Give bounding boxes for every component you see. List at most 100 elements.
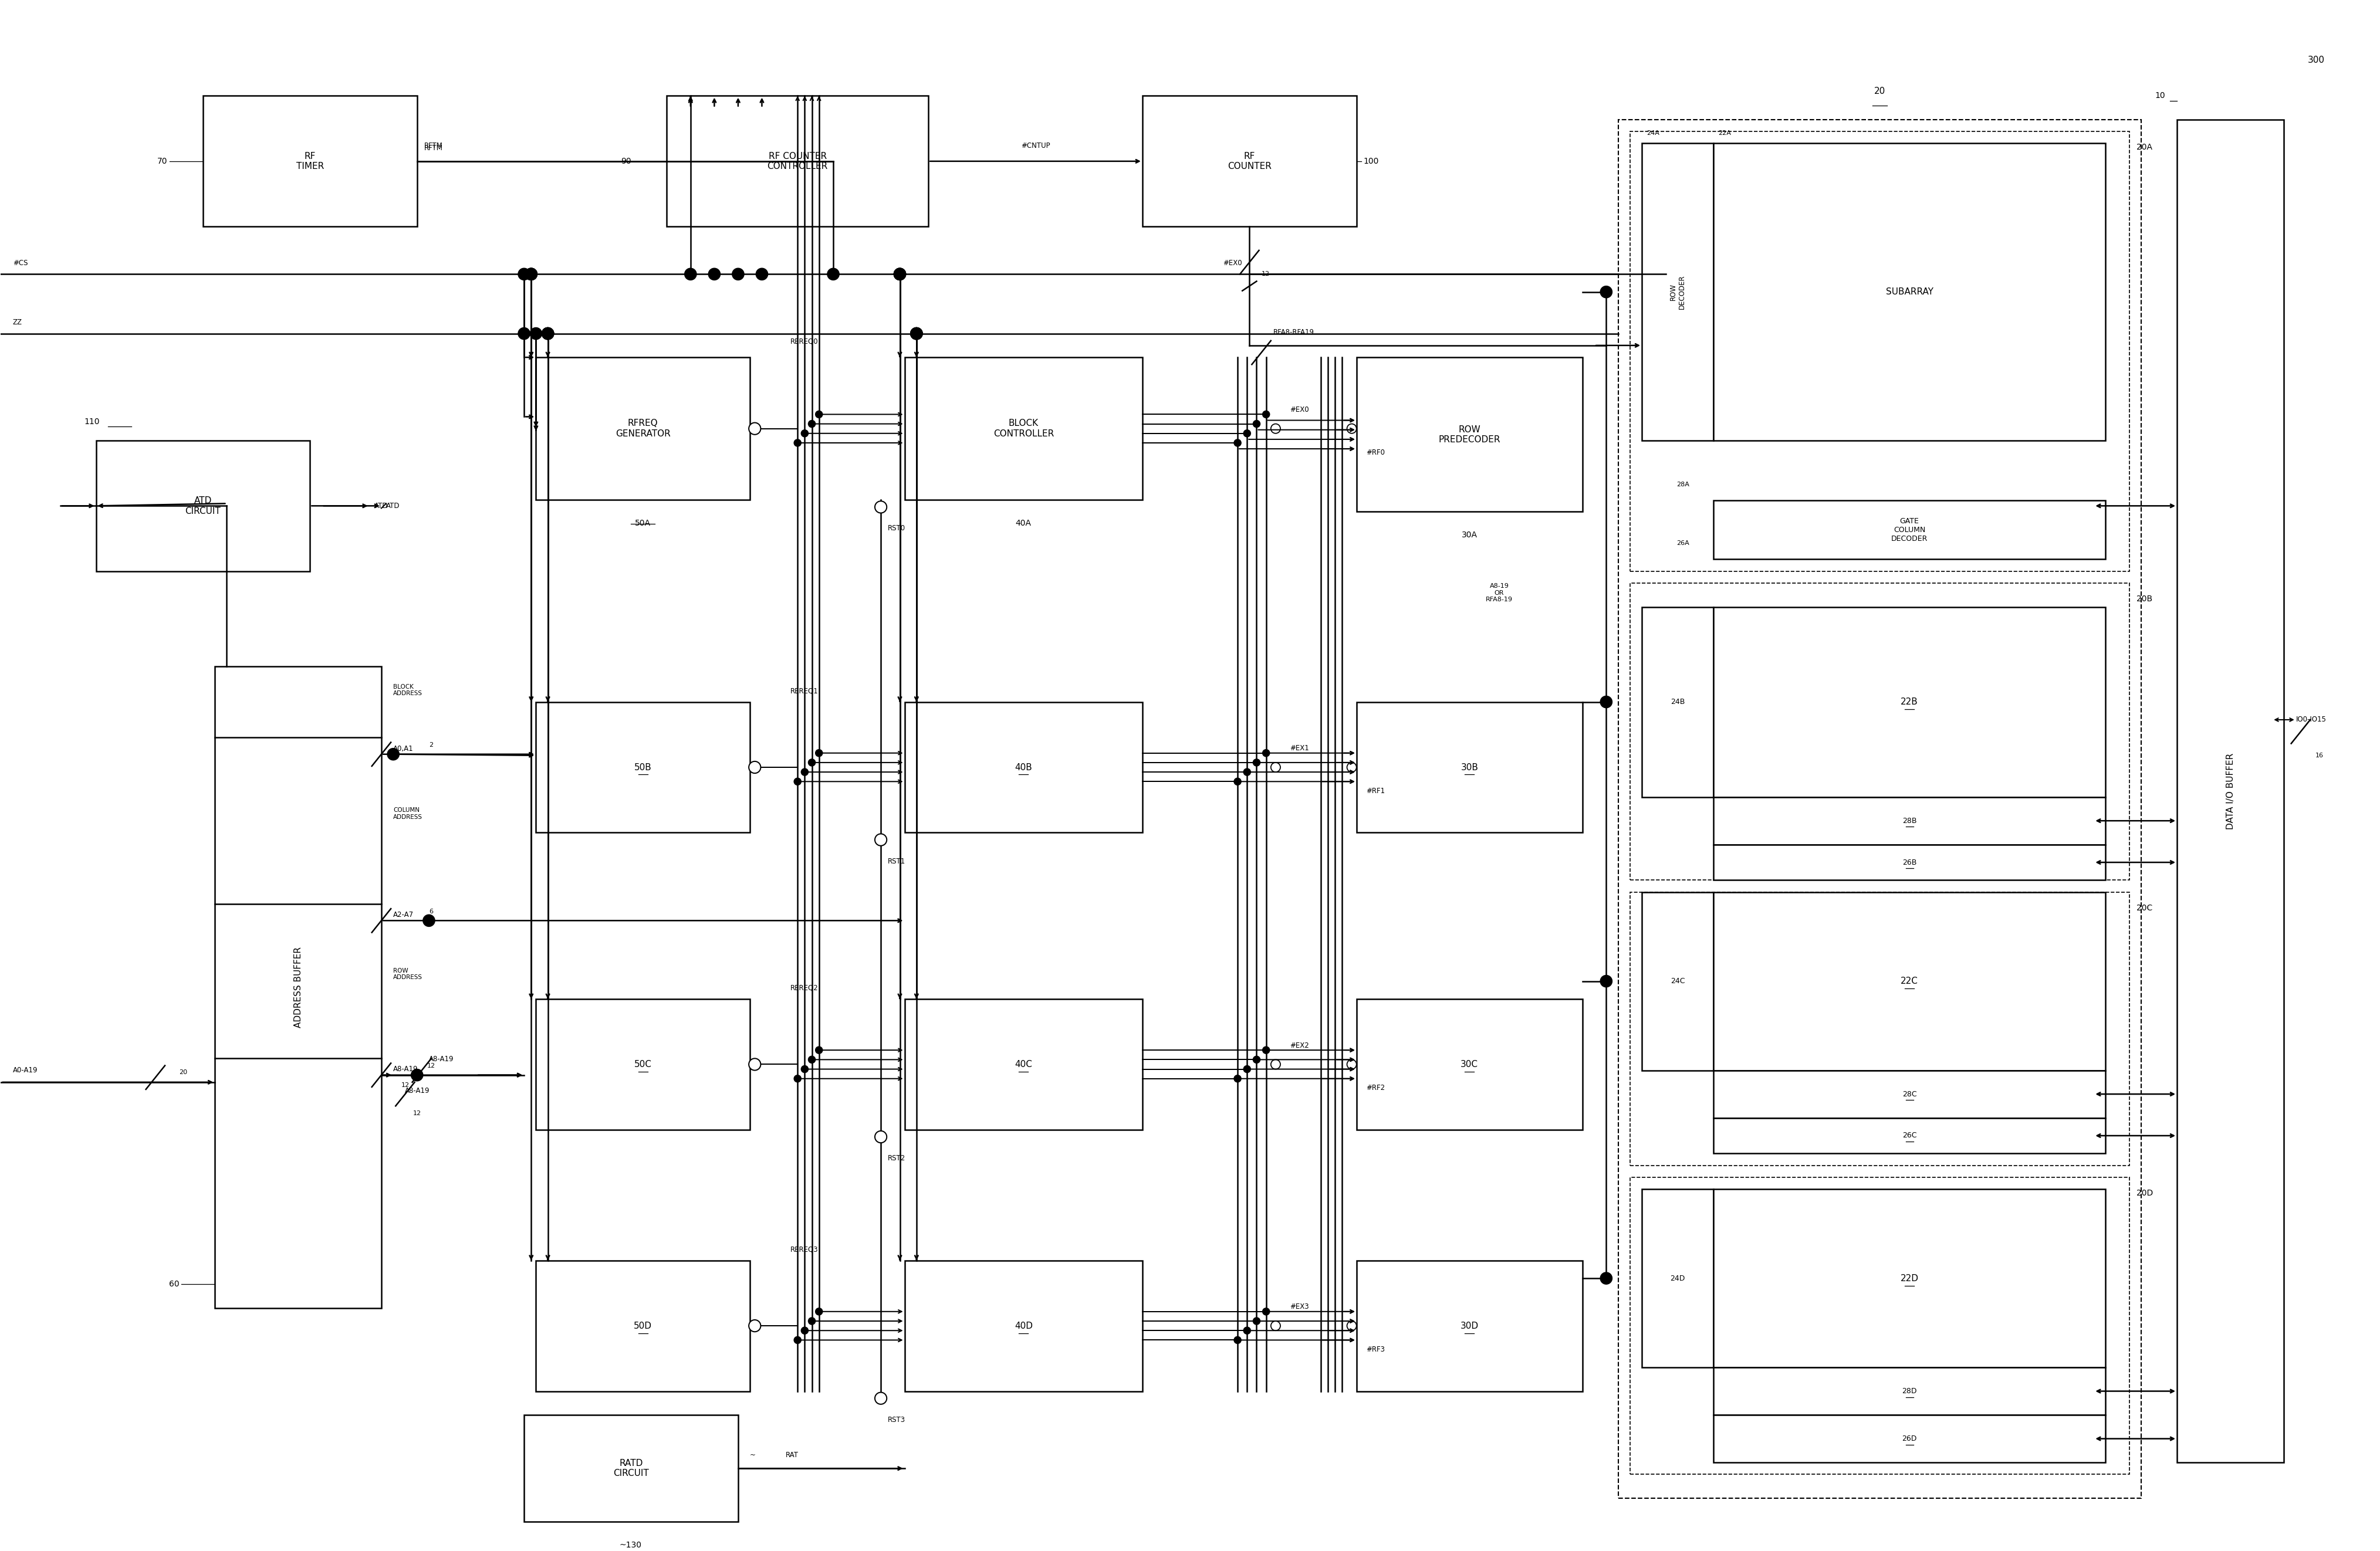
Text: RAT: RAT <box>785 1452 800 1459</box>
Text: BLOCK
ADDRESS: BLOCK ADDRESS <box>393 684 424 696</box>
Circle shape <box>1261 1047 1269 1053</box>
Bar <box>1630 132 2130 571</box>
Bar <box>524 1415 738 1522</box>
Text: 90: 90 <box>621 157 631 166</box>
Bar <box>1714 501 2106 560</box>
Bar <box>1630 892 2130 1165</box>
Text: RST3: RST3 <box>888 1416 907 1424</box>
Circle shape <box>1261 411 1269 417</box>
Text: RFTM: RFTM <box>424 141 443 149</box>
Text: 40A: 40A <box>1016 520 1031 527</box>
Bar <box>1630 1177 2130 1475</box>
Bar <box>202 96 416 226</box>
Text: ATD: ATD <box>386 503 400 510</box>
Circle shape <box>876 1131 888 1143</box>
Bar <box>1714 892 2106 1070</box>
Text: BLOCK
CONTROLLER: BLOCK CONTROLLER <box>992 419 1054 437</box>
Circle shape <box>1599 976 1611 986</box>
Circle shape <box>1242 430 1250 437</box>
Circle shape <box>1233 439 1240 447</box>
Text: RST2: RST2 <box>888 1154 907 1162</box>
Circle shape <box>1242 1328 1250 1334</box>
Circle shape <box>543 327 555 340</box>
Circle shape <box>1599 696 1611 707</box>
Text: 2: 2 <box>428 743 433 748</box>
Text: ZZ: ZZ <box>12 320 21 326</box>
Text: 40C: 40C <box>1014 1059 1033 1069</box>
Bar <box>536 1261 750 1391</box>
Text: 26C: 26C <box>1902 1132 1916 1140</box>
Bar <box>1642 892 1714 1070</box>
Text: #CNTUP: #CNTUP <box>1021 141 1050 149</box>
Circle shape <box>912 327 923 340</box>
Circle shape <box>750 1058 762 1070</box>
Circle shape <box>895 268 907 281</box>
Text: RST1: RST1 <box>888 858 907 865</box>
Circle shape <box>1271 1059 1280 1069</box>
Text: 26D: 26D <box>1902 1435 1916 1442</box>
Circle shape <box>1347 763 1357 772</box>
Bar <box>1714 1415 2106 1463</box>
Circle shape <box>1233 779 1240 785</box>
Bar <box>1642 1190 1714 1368</box>
Text: RATD
CIRCUIT: RATD CIRCUIT <box>614 1459 650 1478</box>
Text: 24D: 24D <box>1671 1275 1685 1283</box>
Bar <box>1357 357 1583 512</box>
Circle shape <box>816 749 823 757</box>
Bar <box>536 703 750 833</box>
Text: ROW
ADDRESS: ROW ADDRESS <box>393 968 424 980</box>
Text: #EX1: #EX1 <box>1290 744 1309 752</box>
Text: REREQ0: REREQ0 <box>790 338 819 346</box>
Bar <box>904 999 1142 1129</box>
Text: 24C: 24C <box>1671 977 1685 985</box>
Bar <box>1714 1368 2106 1415</box>
Text: 12: 12 <box>412 1111 421 1117</box>
Text: 24B: 24B <box>1671 698 1685 706</box>
Bar <box>1142 96 1357 226</box>
Circle shape <box>912 327 923 340</box>
Text: A8-A19: A8-A19 <box>428 1056 455 1062</box>
Circle shape <box>709 268 721 281</box>
Bar <box>904 703 1142 833</box>
Bar <box>1714 1118 2106 1154</box>
Bar <box>1357 1261 1583 1391</box>
Bar <box>1630 583 2130 879</box>
Text: 22C: 22C <box>1902 977 1918 985</box>
Circle shape <box>526 268 538 281</box>
Text: RF
TIMER: RF TIMER <box>295 152 324 171</box>
Circle shape <box>816 1307 823 1315</box>
Circle shape <box>543 327 555 340</box>
Text: 28B: 28B <box>1902 817 1916 825</box>
Circle shape <box>895 268 907 281</box>
Text: 10: 10 <box>2154 92 2166 99</box>
Text: 20: 20 <box>178 1069 188 1075</box>
Circle shape <box>828 268 840 281</box>
Text: 60: 60 <box>169 1280 178 1289</box>
Text: ROW
PREDECODER: ROW PREDECODER <box>1438 425 1499 444</box>
Text: ATD: ATD <box>374 503 388 510</box>
Circle shape <box>1252 758 1259 766</box>
Bar <box>1714 606 2106 797</box>
Circle shape <box>733 268 745 281</box>
Text: #EX3: #EX3 <box>1290 1303 1309 1311</box>
Circle shape <box>750 423 762 434</box>
Circle shape <box>388 748 400 760</box>
Text: A8-A19: A8-A19 <box>393 1066 419 1073</box>
Text: 22A: 22A <box>1718 130 1730 136</box>
Circle shape <box>1252 1317 1259 1325</box>
Text: #RF3: #RF3 <box>1366 1346 1385 1354</box>
Circle shape <box>895 268 907 281</box>
Text: REREQ1: REREQ1 <box>790 687 819 695</box>
Circle shape <box>802 1328 809 1334</box>
Text: 16: 16 <box>2316 752 2323 758</box>
Circle shape <box>816 411 823 417</box>
Text: REREQ3: REREQ3 <box>790 1245 819 1253</box>
Circle shape <box>1233 1075 1240 1083</box>
Bar <box>536 999 750 1129</box>
Text: 22D: 22D <box>1899 1273 1918 1283</box>
Text: 30B: 30B <box>1461 763 1478 772</box>
Circle shape <box>685 268 697 281</box>
Circle shape <box>1347 1321 1357 1331</box>
Text: A0,A1: A0,A1 <box>393 744 414 752</box>
Text: A8-A19: A8-A19 <box>405 1087 428 1095</box>
